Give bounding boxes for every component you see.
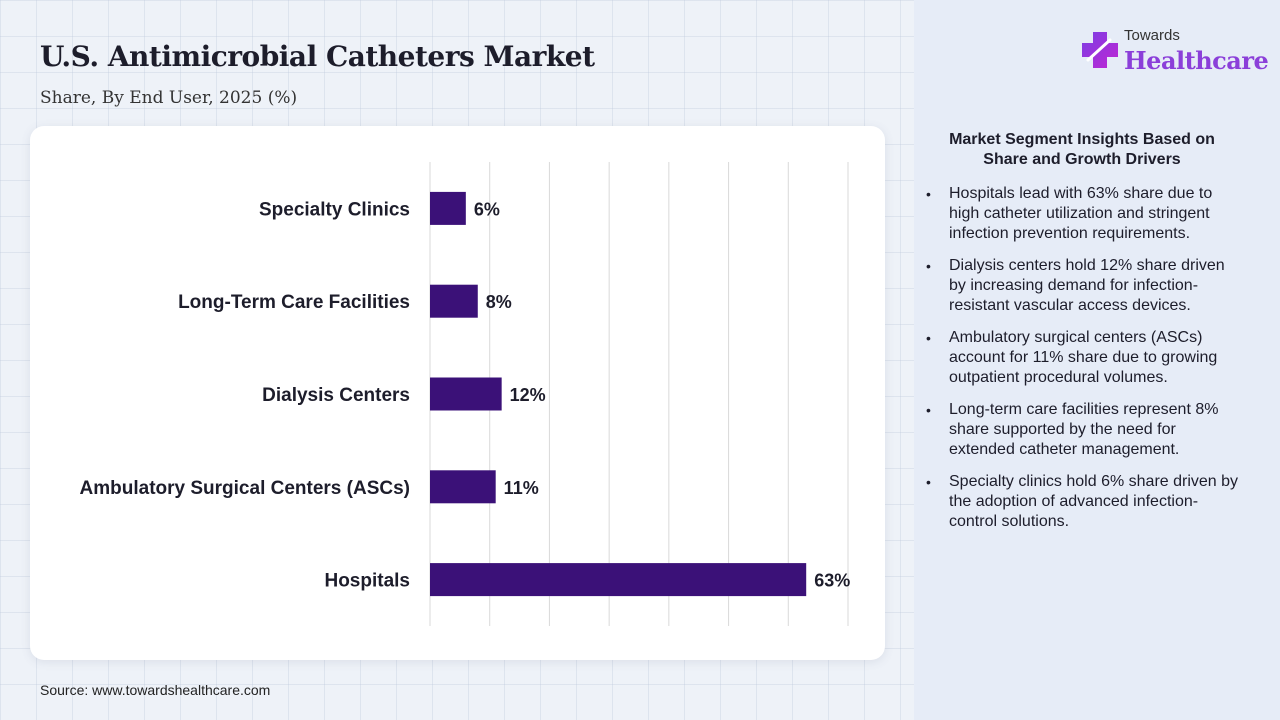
data-label: 11% xyxy=(504,478,539,498)
insight-text: Hospitals lead with 63% share due to hig… xyxy=(949,185,1213,242)
category-label: Ambulatory Surgical Centers (ASCs) xyxy=(80,478,410,499)
medical-cross-icon xyxy=(1082,32,1118,68)
logo-text-towards: Towards xyxy=(1124,27,1180,44)
insights-title: Market Segment Insights Based on Share a… xyxy=(949,131,1215,168)
bar xyxy=(430,191,466,225)
data-label: 6% xyxy=(474,199,500,219)
insight-item: • Long-term care facilities represent 8% … xyxy=(922,400,1242,460)
chart-card: Specialty Clinics 6% Long-Term Care Facili… xyxy=(30,126,885,660)
bullet-icon: • xyxy=(926,186,931,202)
insight-text: Dialysis centers hold 12% share driven b… xyxy=(949,257,1225,314)
bar xyxy=(430,377,502,411)
category-label: Long-Term Care Facilities xyxy=(178,292,410,313)
insight-item: • Specialty clinics hold 6% share driven … xyxy=(922,472,1242,532)
insight-item: • Hospitals lead with 63% share due to hi… xyxy=(922,184,1242,244)
bar xyxy=(430,470,496,504)
chart-title: U.S. Antimicrobial Catheters Market xyxy=(40,40,595,73)
insight-text: Ambulatory surgical centers (ASCs) accou… xyxy=(949,329,1218,386)
towards-healthcare-logo: Towards Healthcare xyxy=(1080,26,1269,78)
insight-item: • Ambulatory surgical centers (ASCs) acco… xyxy=(922,328,1242,388)
category-label: Dialysis Centers xyxy=(262,385,410,406)
category-label: Specialty Clinics xyxy=(259,199,410,220)
bar xyxy=(430,284,478,318)
insight-text: Specialty clinics hold 6% share driven b… xyxy=(949,473,1239,530)
bullet-icon: • xyxy=(926,474,931,490)
chart-subtitle: Share, By End User, 2025 (%) xyxy=(40,88,298,108)
source-note: Source: www.towardshealthcare.com xyxy=(40,682,271,698)
insight-text: Long-term care facilities represent 8% s… xyxy=(949,401,1219,458)
bullet-icon: • xyxy=(926,330,931,346)
bar xyxy=(430,563,807,597)
data-label: 8% xyxy=(486,292,512,312)
logo-text-healthcare: Healthcare xyxy=(1124,46,1269,75)
bar-chart: Specialty Clinics 6% Long-Term Care Facili… xyxy=(80,162,850,626)
data-label: 12% xyxy=(510,385,546,405)
data-label: 63% xyxy=(814,571,850,591)
insights-list: • Hospitals lead with 63% share due to hi… xyxy=(922,184,1242,544)
category-label: Hospitals xyxy=(324,571,410,592)
bullet-icon: • xyxy=(926,402,931,418)
bullet-icon: • xyxy=(926,258,931,274)
insight-item: • Dialysis centers hold 12% share driven … xyxy=(922,256,1242,316)
insights-panel xyxy=(914,0,1280,720)
